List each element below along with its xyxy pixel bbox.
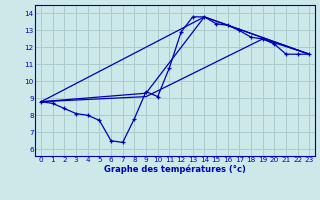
X-axis label: Graphe des températures (°c): Graphe des températures (°c)	[104, 165, 246, 174]
